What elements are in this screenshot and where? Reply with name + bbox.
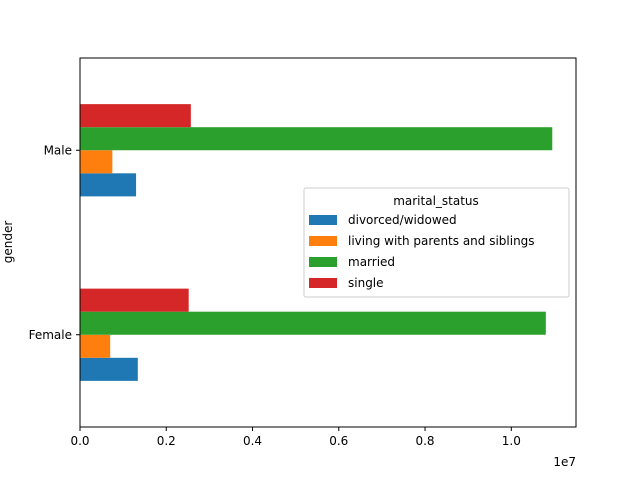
bars-group bbox=[80, 104, 553, 381]
x-tick-label: 0.8 bbox=[415, 434, 434, 448]
axes-frame bbox=[79, 57, 577, 428]
bar-male-single bbox=[80, 104, 191, 128]
legend-label: married bbox=[348, 255, 395, 269]
bar-female-married bbox=[80, 311, 546, 335]
legend-swatch bbox=[309, 215, 337, 225]
legend-swatch bbox=[309, 236, 337, 246]
legend-label: living with parents and siblings bbox=[348, 234, 535, 248]
y-axis-title: gender bbox=[1, 221, 15, 264]
bar-female-single bbox=[80, 288, 189, 312]
y-axis-ticks: Female Male bbox=[29, 143, 80, 342]
x-axis-offset-text: 1e7 bbox=[553, 455, 576, 469]
legend-swatch bbox=[309, 278, 337, 288]
y-tick-label: Female bbox=[29, 328, 72, 342]
legend-items: divorced/widowed living with parents and … bbox=[309, 213, 535, 290]
bar-male-living-with-parents-and-siblings bbox=[80, 150, 113, 174]
legend: marital_status divorced/widowed living wi… bbox=[303, 187, 570, 298]
legend-swatch bbox=[309, 257, 337, 267]
x-tick-label: 0.0 bbox=[70, 434, 89, 448]
y-tick-label: Male bbox=[44, 143, 72, 157]
x-tick-label: 1.0 bbox=[502, 434, 521, 448]
x-tick-label: 0.2 bbox=[157, 434, 176, 448]
legend-label: divorced/widowed bbox=[348, 213, 457, 227]
bar-male-married bbox=[80, 127, 553, 151]
x-axis-ticks: 0.0 0.2 0.4 0.6 0.8 1.0 bbox=[70, 427, 521, 448]
x-tick-label: 0.4 bbox=[243, 434, 262, 448]
bar-female-divorced-widowed bbox=[80, 357, 138, 381]
legend-label: single bbox=[348, 276, 384, 290]
bar-female-living-with-parents-and-siblings bbox=[80, 334, 111, 358]
x-tick-label: 0.6 bbox=[329, 434, 348, 448]
bar-male-divorced-widowed bbox=[80, 173, 137, 197]
legend-frame bbox=[303, 187, 570, 298]
legend-title: marital_status bbox=[393, 194, 479, 208]
